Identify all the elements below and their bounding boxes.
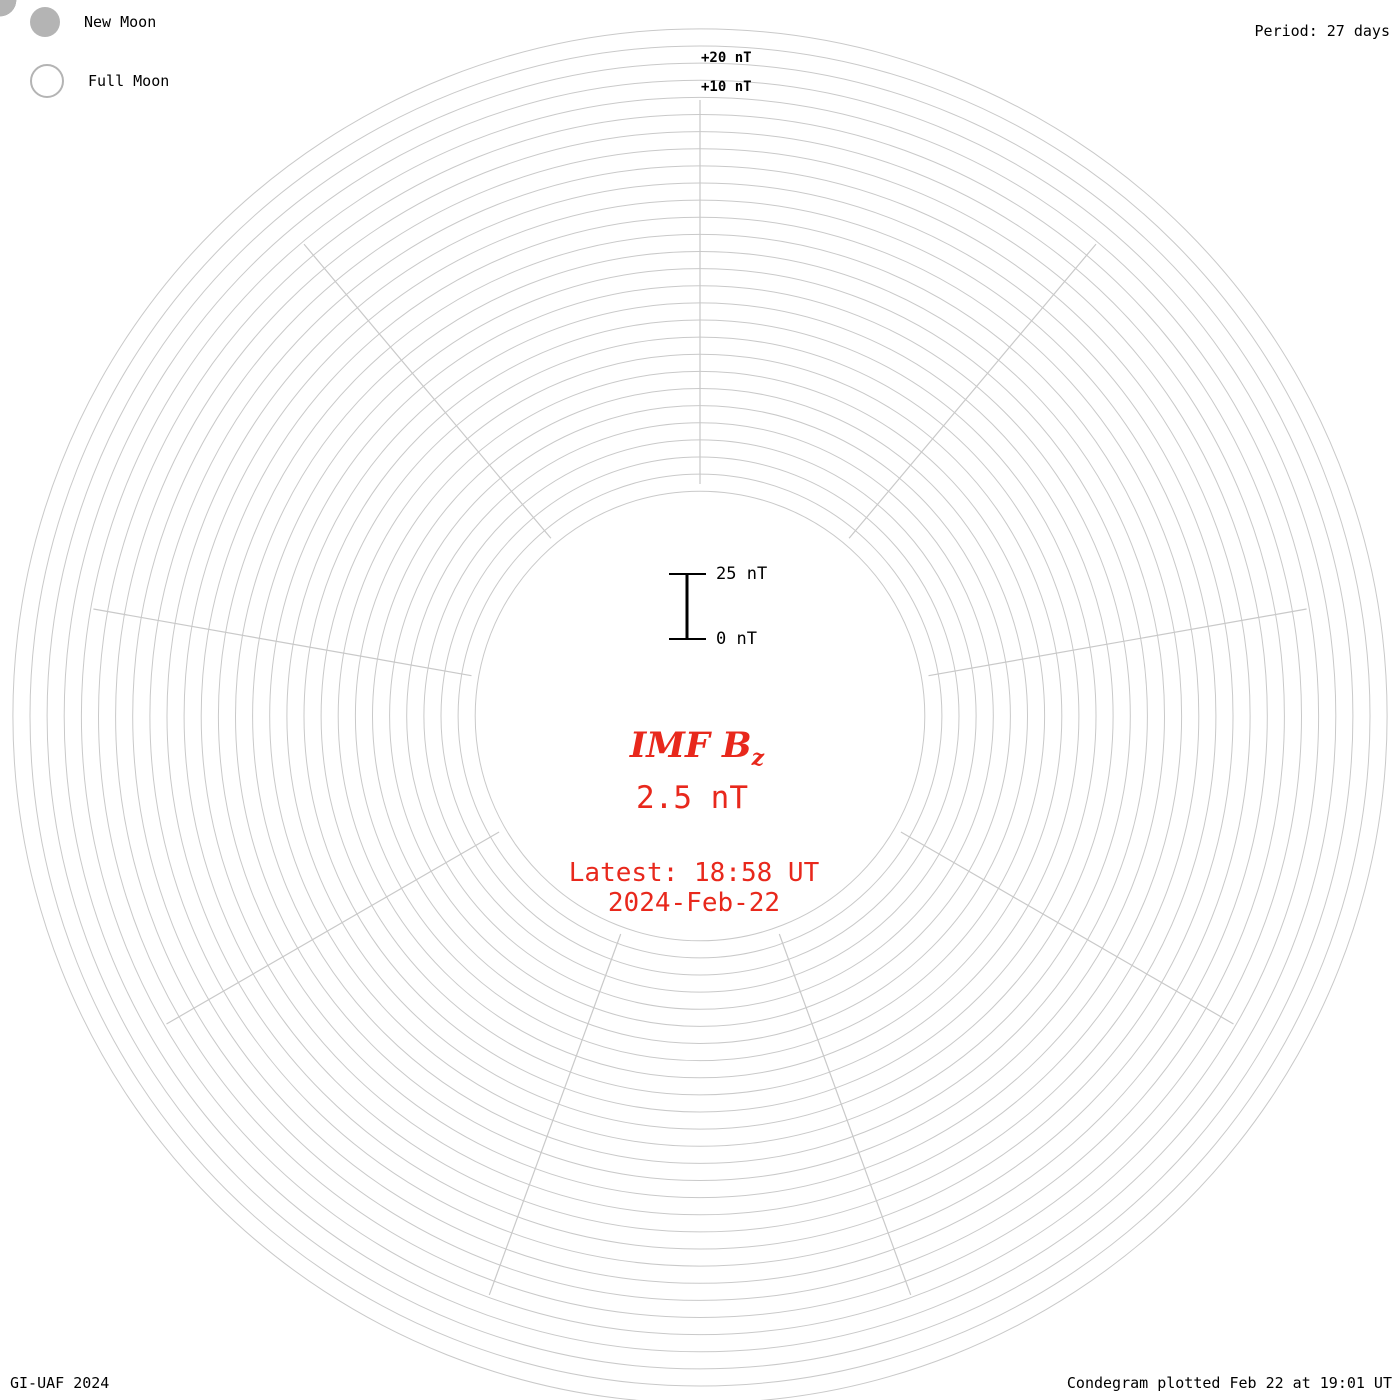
date-label: 19-Nov — [0, 0, 31, 5]
date-label: 13-Dec — [0, 0, 31, 5]
legend-full-moon-label: Full Moon — [88, 72, 170, 90]
date-label: 22-Dec — [0, 0, 31, 5]
date-label: 17-Feb — [0, 0, 31, 5]
date-label: 19-Dec — [0, 0, 31, 5]
date-label: 17-Oct — [0, 0, 31, 5]
date-label: 30-Jan — [0, 0, 31, 5]
date-label: 16-Dec — [0, 0, 31, 5]
date-label: 01-Dec — [0, 0, 31, 5]
date-label: 06-Jan — [0, 0, 31, 5]
date-label: 11-Oct — [0, 0, 31, 5]
date-label: 20-Oct — [0, 0, 31, 5]
date-label: 10-Nov — [0, 0, 31, 5]
date-label: 10-Dec — [0, 0, 31, 5]
date-label: 04-Dec — [0, 0, 31, 5]
period-label: Period: 27 days — [1254, 22, 1390, 40]
date-label: 27-Jan — [0, 0, 31, 5]
date-label: 14-Oct — [0, 0, 31, 5]
chart-title-main: IMF B — [629, 725, 752, 766]
latest-date: 2024-Feb-22 — [607, 888, 781, 918]
date-label: 28-Dec — [0, 0, 31, 5]
date-label: 25-Nov — [0, 0, 31, 5]
credit-label: GI-UAF 2024 — [10, 1374, 110, 1392]
date-label: 22-Nov — [0, 0, 31, 5]
plus10-nt-label: +10 nT — [701, 79, 752, 95]
chart-title: IMF Bz — [630, 725, 764, 771]
plotted-timestamp: Condegram plotted Feb 22 at 19:01 UT — [1066, 1374, 1392, 1392]
scalebar-25nt-label: 25 nT — [716, 564, 768, 584]
scalebar-0nt-label: 0 nT — [716, 629, 757, 649]
date-label: 15-Jan — [0, 0, 31, 5]
legend-new-moon: New Moon — [30, 7, 156, 37]
legend-full-moon: Full Moon — [30, 64, 169, 98]
date-label: 29-Oct — [0, 0, 31, 5]
date-label: 23-Oct — [0, 0, 31, 5]
moon-markers — [0, 0, 17, 17]
date-label: 31-Dec — [0, 0, 31, 5]
date-label: 28-Nov — [0, 0, 31, 5]
latest-time: Latest: 18:58 UT — [568, 858, 820, 888]
date-label: 07-Nov — [0, 0, 31, 5]
date-label: 24-Jan — [0, 0, 31, 5]
plus20-nt-label: +20 nT — [701, 50, 752, 66]
new-moon-marker — [0, 0, 15, 15]
radial-gridlines — [93, 100, 1307, 1296]
date-label: 13-Nov — [0, 0, 31, 5]
date-label: 02-Feb — [0, 0, 31, 5]
date-label: 18-Jan — [0, 0, 31, 5]
latest-readout: Latest: 18:58 UT 2024-Feb-22 — [569, 858, 819, 918]
date-label: 25-Dec — [0, 0, 31, 5]
date-label: 04-Nov — [0, 0, 31, 5]
full-moon-icon — [30, 64, 64, 98]
legend-new-moon-label: New Moon — [84, 13, 157, 31]
date-label: 16-Nov — [0, 0, 31, 5]
date-label: 07-Dec — [0, 0, 31, 5]
date-label: 05-Feb — [0, 0, 31, 5]
chart-title-sub: z — [751, 745, 765, 771]
current-value: 2.5 nT — [636, 780, 748, 816]
date-label: 21-Jan — [0, 0, 31, 5]
date-label: 26-Oct — [0, 0, 31, 5]
date-label: 08-Feb — [0, 0, 31, 5]
date-label: 14-Feb — [0, 0, 31, 5]
new-moon-icon — [30, 7, 60, 37]
scale-bar — [669, 573, 706, 640]
date-label: 03-Jan — [0, 0, 31, 5]
date-label: 12-Jan — [0, 0, 31, 5]
date-label: 09-Jan — [0, 0, 31, 5]
date-label: 01-Nov — [0, 0, 31, 5]
date-labels: 11-Oct14-Oct17-Oct20-Oct23-Oct26-Oct29-O… — [0, 0, 31, 5]
date-label: 11-Feb — [0, 0, 31, 5]
